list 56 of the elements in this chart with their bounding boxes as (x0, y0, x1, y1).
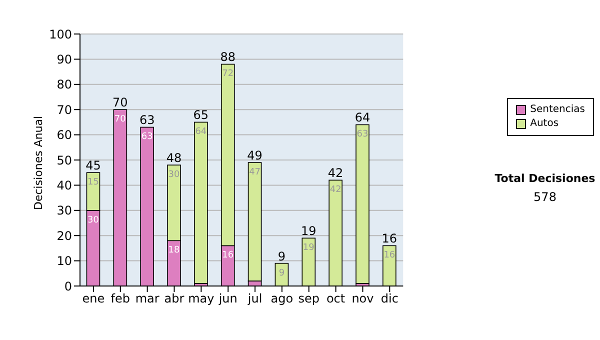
total-label: 64 (354, 110, 370, 125)
y-tick-label: 100 (49, 27, 72, 42)
total-label: 63 (139, 113, 155, 128)
data-label: 16 (384, 250, 396, 261)
y-tick-label: 0 (64, 279, 72, 294)
y-tick-label: 30 (56, 204, 72, 218)
data-label: 18 (168, 246, 180, 256)
x-tick-label: sep (298, 292, 320, 306)
total-label: 16 (382, 232, 398, 246)
y-tick-label: 70 (56, 102, 72, 117)
bar (248, 162, 262, 282)
legend-label: Sentencias (530, 103, 585, 117)
x-tick-label: jul (246, 292, 262, 306)
data-label: 15 (88, 178, 99, 188)
data-label: 9 (278, 268, 285, 278)
data-label: 30 (168, 170, 180, 180)
data-label: 16 (222, 250, 234, 261)
data-label: 70 (114, 114, 126, 125)
data-label: 63 (356, 130, 368, 140)
y-tick-label: 40 (56, 178, 72, 192)
data-label: 30 (88, 215, 100, 226)
x-tick-label: ene (82, 292, 105, 306)
y-tick-label: 90 (56, 52, 72, 66)
total-label: 9 (278, 249, 286, 264)
total-label: 70 (112, 96, 128, 110)
total-label: 65 (193, 108, 209, 122)
x-tick-label: ago (270, 292, 294, 306)
x-tick-label: jun (218, 292, 238, 306)
data-label: 47 (249, 168, 261, 178)
total-label: 19 (301, 224, 316, 238)
data-label: 63 (141, 132, 153, 142)
y-tick-label: 20 (56, 228, 72, 243)
y-axis-title: Decisiones Anual (32, 116, 45, 210)
total-label: 88 (220, 50, 236, 64)
total-label: 42 (328, 166, 344, 180)
data-label: 19 (302, 243, 315, 254)
data-label: 42 (330, 185, 342, 196)
legend-label: Autos (530, 117, 559, 131)
y-tick-label: 60 (56, 128, 72, 142)
data-label: 72 (222, 69, 234, 80)
x-tick-label: mar (135, 292, 160, 306)
total-label: 49 (247, 148, 262, 163)
text: 578 (532, 190, 558, 204)
y-tick-label: 80 (56, 78, 72, 92)
y-tick-label: 50 (56, 153, 72, 168)
data-label: 64 (195, 127, 207, 138)
total-label: 48 (166, 151, 182, 166)
x-tick-label: oct (326, 292, 346, 306)
x-tick-label: nov (352, 292, 374, 306)
x-tick-label: abr (164, 292, 184, 306)
x-tick-label: feb (110, 292, 130, 306)
total-label: 45 (86, 158, 101, 173)
x-tick-label: dic (380, 292, 398, 306)
x-tick-label: may (188, 292, 214, 306)
y-tick-label: 10 (56, 254, 72, 268)
text: Total Decisiones (494, 172, 596, 185)
